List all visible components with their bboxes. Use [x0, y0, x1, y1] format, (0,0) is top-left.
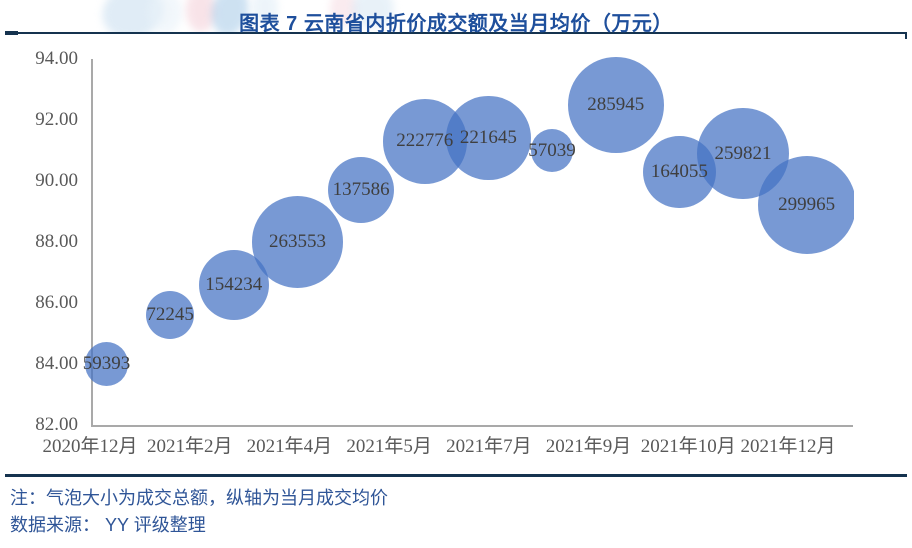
bubble: [251, 196, 344, 288]
bubble: [446, 96, 531, 181]
bubble-data-label: 299965: [778, 194, 836, 216]
y-axis-line: [91, 59, 93, 425]
figure-source: 数据来源： YY 评级整理: [10, 515, 206, 535]
y-axis-label: 82.00: [35, 414, 78, 435]
y-axis-label: 86.00: [35, 292, 78, 313]
x-axis-label: 2021年7月: [446, 436, 532, 457]
bubble-data-label: 72245: [146, 304, 194, 326]
bubble-chart: 94.00 92.00 90.00 88.00 86.00 84.00 82.00 2020年…: [0, 45, 854, 460]
bubble-data-label: 285945: [587, 93, 645, 115]
bubble: [530, 129, 574, 172]
y-axis-label: 92.00: [35, 109, 78, 130]
bubble: [567, 56, 664, 153]
x-axis-label: 2021年5月: [346, 436, 432, 457]
x-axis-label: 2020年12月: [42, 436, 138, 457]
bubble-data-label: 154234: [205, 273, 263, 295]
y-axis-label: 88.00: [35, 231, 78, 252]
bubble-data-label: 222776: [396, 130, 454, 152]
y-axis-label: 90.00: [35, 170, 78, 191]
bottom-divider-line: [5, 474, 907, 477]
x-axis-label: 2021年2月: [146, 436, 233, 457]
top-divider-line: [5, 32, 907, 34]
bubble-data-label: 221645: [459, 127, 517, 149]
y-axis-label: 84.00: [35, 353, 78, 374]
watermark-shape: [148, 0, 182, 32]
bubble-data-label: 164055: [650, 160, 708, 182]
background-watermark: [0, 0, 912, 32]
bubble: [84, 342, 129, 386]
bubble: [146, 291, 195, 340]
bubble-data-label: 137586: [332, 179, 390, 201]
bubble-data-label: 263553: [268, 231, 326, 252]
top-divider-right-cap: [905, 32, 907, 39]
figure-note: 注：气泡大小为成交总额，纵轴为当月成交均价: [10, 488, 388, 508]
bubble-data-label: 59393: [82, 353, 131, 374]
x-axis-label: 2021年10月: [640, 436, 736, 457]
x-axis-line: [91, 425, 853, 427]
x-axis-label: 2021年12月: [740, 436, 836, 457]
bubble-data-label: 259821: [714, 142, 772, 164]
bubble: [757, 156, 854, 255]
bubble: [327, 156, 395, 224]
x-axis-label: 2021年9月: [545, 436, 632, 457]
bubble-data-label: 57039: [528, 139, 576, 161]
figure-title: 图表 7 云南省内折价成交额及当月均价（万元）: [239, 13, 673, 35]
top-divider-left-cap: [5, 31, 18, 35]
x-axis-label: 2021年4月: [246, 436, 333, 457]
y-axis-label: 94.00: [35, 48, 78, 69]
